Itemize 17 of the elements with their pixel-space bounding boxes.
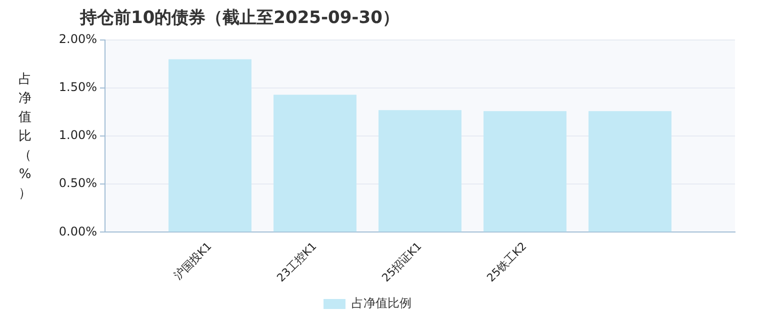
x-tick-label: 25铁工K2 [484,240,530,284]
x-tick-label: 23工控K1 [274,240,320,284]
bar [484,111,566,232]
legend-label: 占净值比例 [352,296,412,310]
bar [274,94,356,232]
x-tick-label: 25招证K1 [379,240,424,284]
y-tick-label: 1.50% [58,80,97,94]
y-axis-title: 占净值比（%） [18,71,32,203]
bar [588,111,672,232]
bar [168,59,252,232]
y-tick-label: 0.50% [58,176,97,190]
y-tick-label: 2.00% [58,32,97,46]
y-tick-label: 0.00% [58,224,97,238]
x-tick-label: 沪国投K1 [172,240,214,282]
y-tick-label: 1.00% [58,128,97,142]
bar [378,110,462,232]
chart-title: 持仓前10的债券（截止至2025-09-30） [80,7,400,29]
